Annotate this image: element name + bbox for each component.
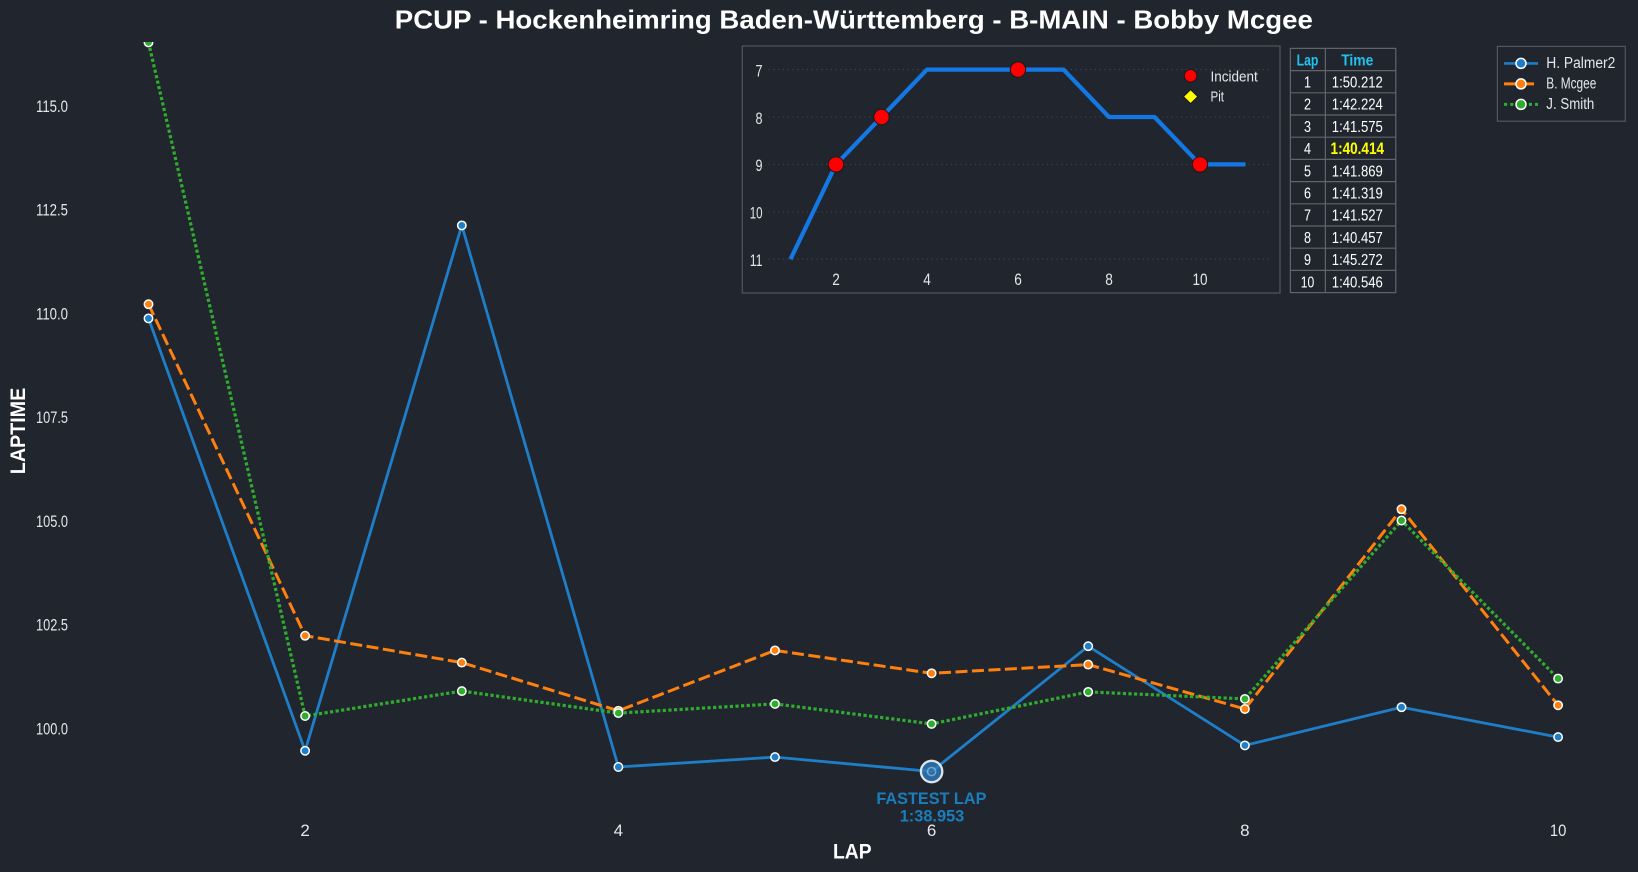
svg-text:7: 7: [1304, 208, 1311, 225]
svg-text:9: 9: [756, 157, 763, 175]
svg-text:LAPTIME: LAPTIME: [7, 388, 30, 474]
svg-text:8: 8: [1105, 271, 1113, 289]
svg-text:8: 8: [756, 110, 763, 128]
svg-text:Lap: Lap: [1297, 52, 1319, 69]
svg-text:H. Palmer2: H. Palmer2: [1546, 55, 1615, 72]
svg-text:6: 6: [927, 821, 936, 840]
svg-text:110.0: 110.0: [36, 304, 68, 323]
svg-text:1: 1: [1304, 75, 1311, 92]
svg-text:B. Mcgee: B. Mcgee: [1546, 75, 1596, 92]
svg-text:4: 4: [1304, 141, 1311, 158]
svg-text:10: 10: [1193, 271, 1208, 289]
svg-text:100.0: 100.0: [36, 719, 68, 738]
svg-text:1:41.527: 1:41.527: [1332, 208, 1383, 225]
svg-text:1:41.575: 1:41.575: [1332, 119, 1383, 136]
svg-text:107.5: 107.5: [36, 408, 68, 427]
svg-text:10: 10: [1301, 274, 1315, 291]
svg-text:5: 5: [1304, 163, 1311, 180]
svg-text:9: 9: [1304, 252, 1311, 269]
svg-text:105.0: 105.0: [36, 512, 68, 531]
svg-text:2: 2: [1304, 97, 1311, 114]
svg-text:102.5: 102.5: [36, 616, 68, 635]
svg-text:Incident: Incident: [1211, 69, 1259, 86]
svg-text:10: 10: [1550, 821, 1567, 840]
svg-text:6: 6: [1014, 271, 1022, 289]
svg-text:PCUP - Hockenheimring Baden-Wü: PCUP - Hockenheimring Baden-Württemberg …: [395, 4, 1313, 34]
svg-text:LAP: LAP: [833, 841, 872, 864]
svg-text:11: 11: [750, 252, 763, 270]
svg-text:FASTEST LAP: FASTEST LAP: [876, 789, 986, 808]
svg-text:4: 4: [614, 821, 623, 840]
svg-text:6: 6: [1304, 186, 1311, 203]
svg-text:7: 7: [756, 62, 763, 80]
svg-text:2: 2: [300, 821, 309, 840]
svg-text:1:40.414: 1:40.414: [1331, 140, 1385, 158]
svg-text:1:41.869: 1:41.869: [1332, 163, 1383, 180]
svg-text:8: 8: [1240, 821, 1249, 840]
svg-text:1:40.457: 1:40.457: [1332, 230, 1383, 247]
svg-text:112.5: 112.5: [36, 201, 68, 220]
svg-text:10: 10: [750, 205, 763, 223]
svg-text:1:42.224: 1:42.224: [1332, 97, 1383, 114]
svg-text:1:45.272: 1:45.272: [1332, 252, 1383, 269]
svg-text:4: 4: [923, 271, 931, 289]
svg-text:3: 3: [1304, 119, 1311, 136]
svg-text:2: 2: [832, 271, 840, 289]
svg-text:J. Smith: J. Smith: [1546, 96, 1594, 113]
svg-text:Time: Time: [1341, 52, 1373, 69]
svg-text:Pit: Pit: [1211, 89, 1225, 106]
svg-text:1:41.319: 1:41.319: [1332, 186, 1383, 203]
svg-text:1:50.212: 1:50.212: [1332, 75, 1383, 92]
svg-text:115.0: 115.0: [36, 97, 68, 116]
svg-text:1:40.546: 1:40.546: [1332, 274, 1383, 291]
svg-text:1:38.953: 1:38.953: [900, 807, 965, 826]
svg-text:8: 8: [1304, 230, 1311, 247]
